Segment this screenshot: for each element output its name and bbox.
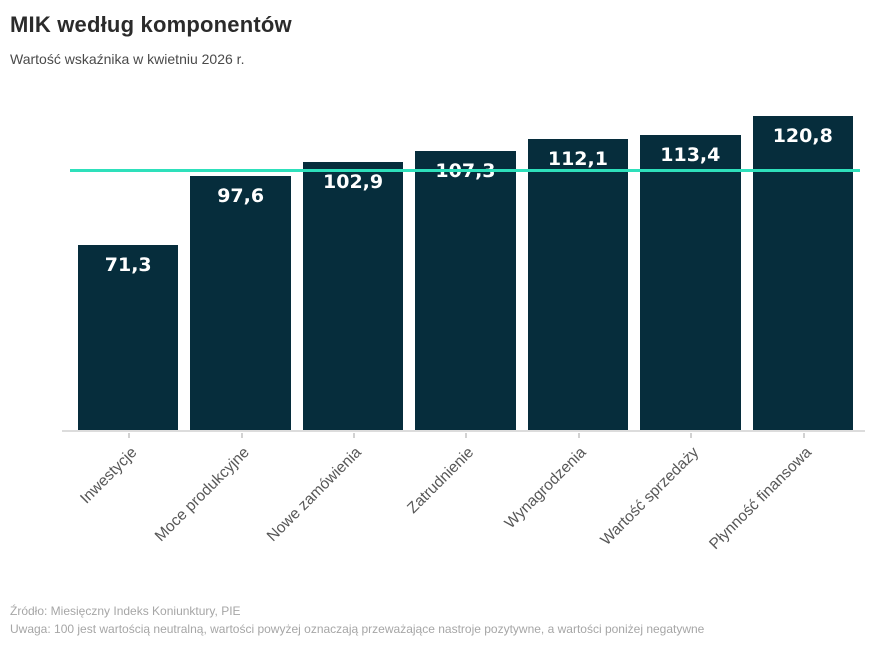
x-axis-category-label: Płynność finansowa (705, 444, 815, 553)
x-axis-category-label: Inwestycje (77, 444, 141, 508)
x-axis-category-label: Zatrudnienie (404, 444, 478, 517)
bar-1: 71,3 Inwestycje (77, 244, 179, 507)
x-axis-category-label: Wynagrodzenia (501, 444, 590, 533)
bar-2: 97,6 Moce produkcyjne (152, 176, 291, 545)
bar-value-label: 112,1 (547, 147, 608, 170)
source-note: Źródło: Miesięczny Indeks Koniunktury, P… (10, 604, 241, 618)
x-axis-category-label: Wartość sprzedaży (597, 444, 703, 549)
x-axis-tick (690, 433, 693, 438)
chart-subtitle: Wartość wskaźnika w kwietniu 2026 r. (10, 51, 245, 67)
x-axis-tick (353, 433, 356, 438)
x-axis-tick (128, 433, 131, 438)
neutral-value-note: Uwaga: 100 jest wartością neutralną, war… (10, 622, 705, 636)
chart-title: MIK według komponentów (10, 12, 292, 37)
reference-line-100 (70, 168, 860, 172)
x-axis-tick (465, 433, 468, 438)
x-axis-category-label: Moce produkcyjne (151, 444, 253, 545)
x-axis-category-label: Nowe zamówienia (264, 444, 366, 545)
bar-group: 71,3 Inwestycje 97,6 Moce produkcyjne 102,9 N… (77, 0, 853, 553)
bar-7: 120,8 Płynność finansowa (706, 115, 853, 553)
bar-value-label: 120,8 (772, 124, 833, 147)
bar-value-label: 97,6 (217, 185, 265, 208)
x-axis-tick (240, 433, 243, 438)
bar-value-label: 71,3 (104, 253, 152, 276)
bar-value-label: 113,4 (660, 144, 721, 167)
bar-3: 102,9 Nowe zamówienia (264, 162, 404, 545)
x-axis-tick (577, 433, 580, 438)
bar-value-label: 102,9 (323, 171, 384, 194)
x-axis-tick (802, 433, 805, 438)
bar-6: 113,4 Wartość sprzedaży (598, 135, 741, 549)
x-axis-line (62, 430, 865, 432)
bar-5: 112,1 Wynagrodzenia (502, 138, 629, 532)
bar-4: 107,3Zatrudnienie (405, 151, 516, 517)
chart-footer: Źródło: Miesięczny Indeks Koniunktury, P… (10, 602, 704, 638)
